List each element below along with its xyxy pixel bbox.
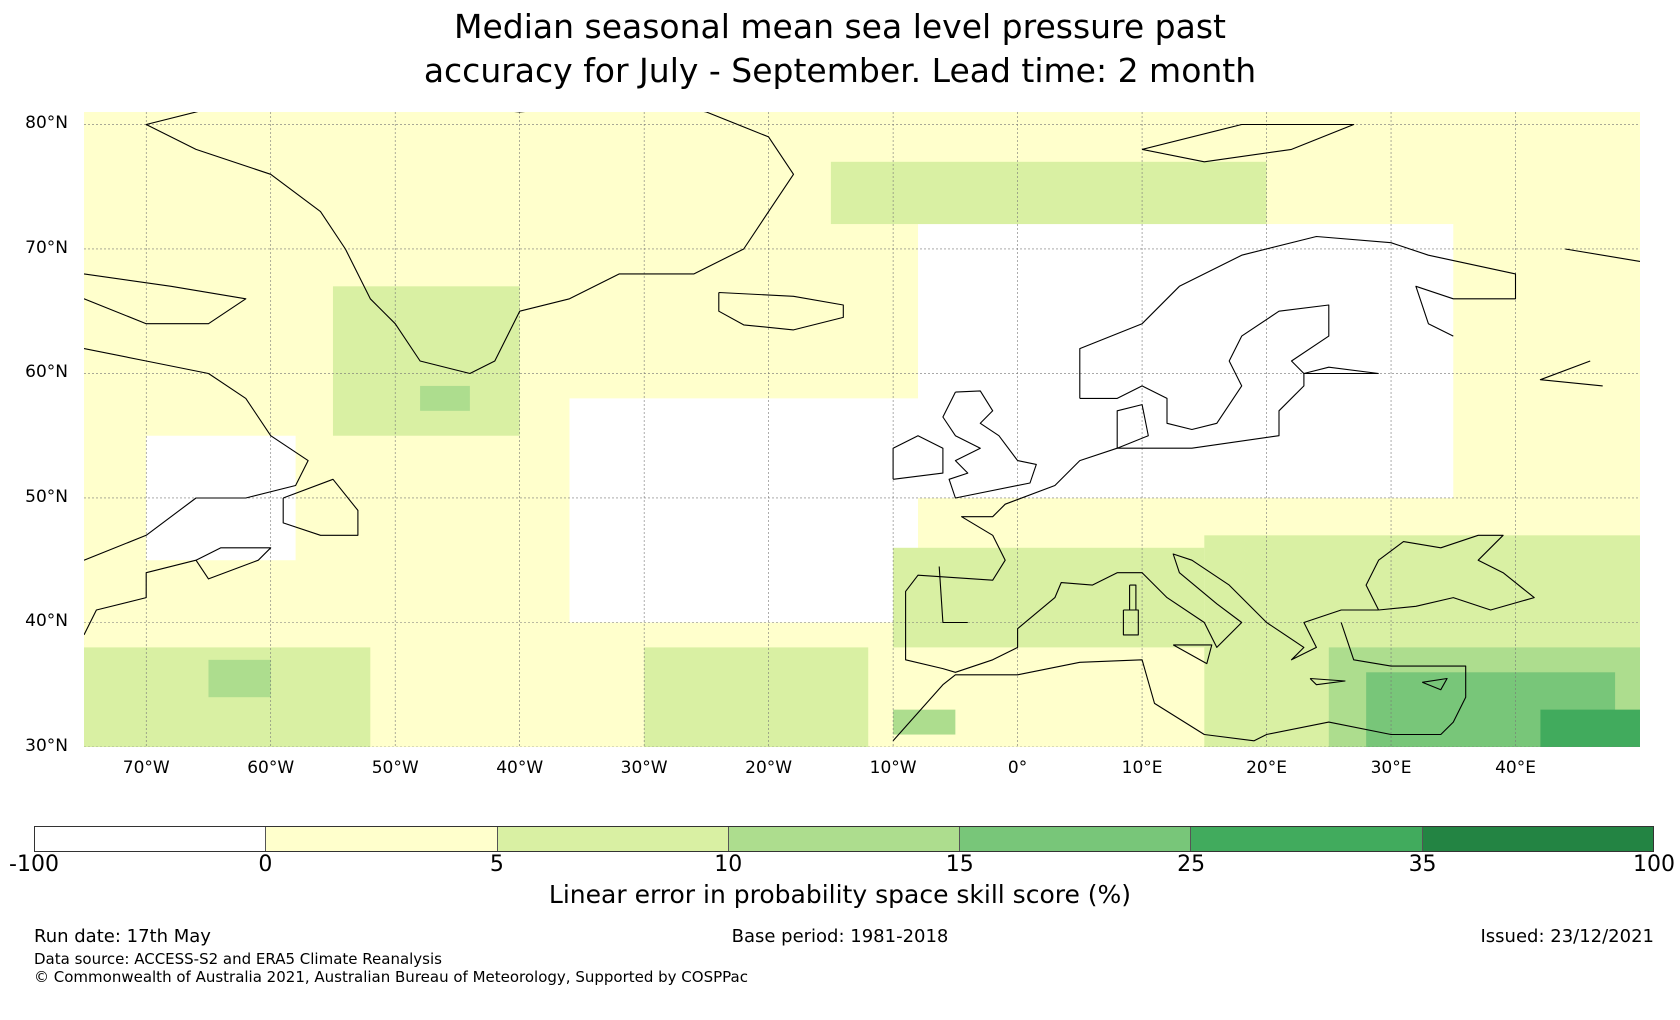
colorbar-label: Linear error in probability space skill … bbox=[548, 880, 1132, 909]
coastline-11 bbox=[1116, 404, 1149, 449]
colorbar-tick-0: -100 bbox=[9, 852, 59, 877]
lon-label-7: 0° bbox=[1007, 758, 1028, 778]
coastline-12 bbox=[905, 366, 1379, 673]
copyright: © Commonwealth of Australia 2021, Austra… bbox=[34, 968, 748, 986]
map-title: Median seasonal mean sea level pressure … bbox=[0, 0, 1680, 97]
coastline-15 bbox=[938, 566, 968, 624]
colorbar-tick-7: 100 bbox=[1633, 852, 1675, 877]
coastline-20 bbox=[1309, 677, 1346, 686]
coastline-8 bbox=[892, 435, 944, 480]
coastline-17 bbox=[1122, 609, 1139, 636]
coastline-22 bbox=[1565, 248, 1640, 262]
lon-label-6: 10°W bbox=[869, 758, 917, 778]
coastline-5 bbox=[195, 547, 272, 580]
lon-label-5: 20°W bbox=[745, 758, 793, 778]
lat-label-0: 80°N bbox=[25, 113, 68, 134]
colorbar-segment-3 bbox=[727, 827, 960, 851]
coastline-13 bbox=[1365, 534, 1535, 611]
colorbar-segment-2 bbox=[496, 827, 728, 851]
skill-region-12 bbox=[893, 709, 956, 735]
lon-label-11: 40°E bbox=[1495, 758, 1536, 778]
coastline-6 bbox=[84, 559, 197, 636]
colorbar-segment-6 bbox=[1421, 827, 1653, 851]
run-date: Run date: 17th May bbox=[34, 926, 211, 947]
coastline-14 bbox=[892, 622, 1467, 742]
coastline-0 bbox=[145, 112, 795, 375]
coastline-7 bbox=[942, 390, 1037, 499]
colorbar-tick-3: 10 bbox=[714, 852, 743, 877]
skill-region-5 bbox=[830, 161, 1267, 225]
coastline-2 bbox=[84, 273, 247, 325]
coastline-1 bbox=[718, 291, 844, 331]
lon-label-8: 10°E bbox=[1121, 758, 1163, 778]
lon-label-4: 30°W bbox=[620, 758, 668, 778]
base-period: Base period: 1981-2018 bbox=[731, 926, 949, 947]
coastline-18 bbox=[1172, 644, 1213, 665]
colorbar-segment-0 bbox=[35, 827, 266, 851]
issued-date: Issued: 23/12/2021 bbox=[1480, 926, 1654, 947]
coastline-19 bbox=[1421, 677, 1448, 691]
skill-region-15 bbox=[1540, 709, 1640, 747]
lat-label-3: 50°N bbox=[25, 486, 68, 507]
colorbar-tick-5: 25 bbox=[1177, 852, 1206, 877]
colorbar-segment-4 bbox=[959, 827, 1191, 851]
colorbar-segment-1 bbox=[265, 827, 497, 851]
coastline-10 bbox=[1079, 304, 1379, 431]
colorbar-tick-6: 35 bbox=[1408, 852, 1437, 877]
colorbar-tick-4: 15 bbox=[945, 852, 974, 877]
map-title-line-1: Median seasonal mean sea level pressure … bbox=[454, 7, 1226, 46]
lon-label-3: 40°W bbox=[496, 758, 544, 778]
lat-label-2: 60°N bbox=[25, 362, 68, 383]
skill-region-1 bbox=[569, 398, 919, 623]
lon-label-9: 20°E bbox=[1246, 758, 1287, 778]
map-title-line-2: accuracy for July - September. Lead time… bbox=[423, 51, 1257, 90]
skill-region-8 bbox=[893, 547, 1205, 648]
skill-region-11 bbox=[420, 385, 470, 411]
data-source: Data source: ACCESS-S2 and ERA5 Climate … bbox=[34, 950, 442, 968]
lat-label-4: 40°N bbox=[25, 611, 68, 632]
coastline-4 bbox=[282, 478, 359, 536]
skill-region-10 bbox=[208, 659, 271, 698]
lon-label-1: 60°W bbox=[247, 758, 295, 778]
lat-label-5: 30°N bbox=[25, 736, 68, 756]
lat-label-1: 70°N bbox=[25, 237, 68, 258]
skill-region-7 bbox=[644, 647, 869, 747]
colorbar-segment-5 bbox=[1190, 827, 1422, 851]
coastline-3 bbox=[84, 348, 309, 561]
skill-region-2 bbox=[918, 224, 1454, 498]
lon-label-0: 70°W bbox=[122, 758, 170, 778]
coastline-23 bbox=[1539, 360, 1603, 387]
colorbar-tick-2: 5 bbox=[489, 852, 504, 877]
lon-label-10: 30°E bbox=[1370, 758, 1412, 778]
coastline-21 bbox=[1141, 123, 1355, 163]
lon-label-2: 50°W bbox=[371, 758, 419, 778]
skill-region-4 bbox=[332, 286, 520, 436]
coastline-9 bbox=[1079, 235, 1517, 399]
colorbar-tick-1: 0 bbox=[258, 852, 273, 877]
colorbar bbox=[34, 826, 1654, 852]
